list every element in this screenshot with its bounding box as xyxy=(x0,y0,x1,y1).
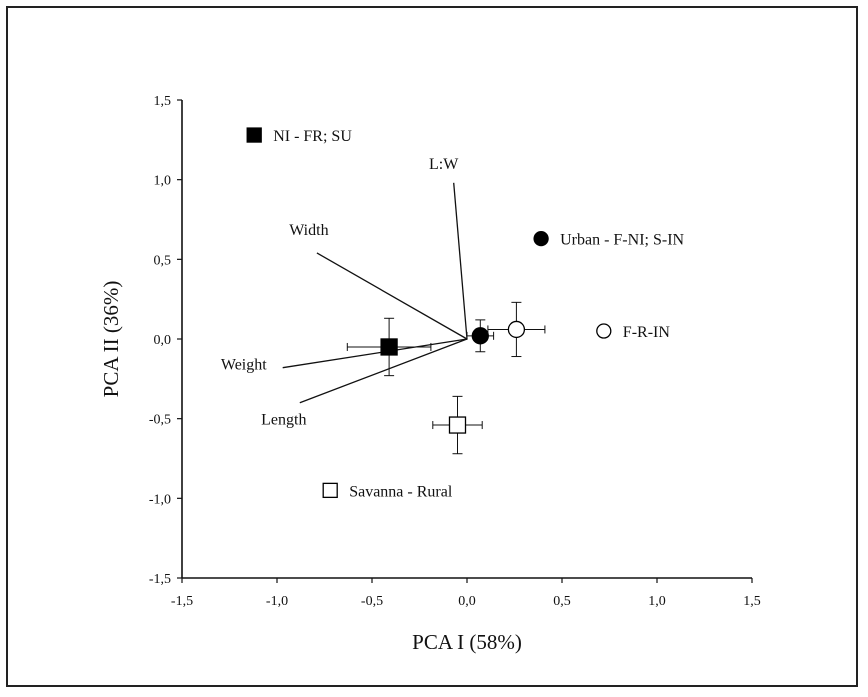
y-tick-label: 1,5 xyxy=(154,94,172,109)
y-tick-label: -0,5 xyxy=(149,413,171,428)
group-mean-point xyxy=(507,320,526,339)
vector-weight-line xyxy=(282,338,468,369)
x-tick-label: -1,5 xyxy=(171,594,193,609)
vector-label: Length xyxy=(261,412,306,429)
y-axis-title: PCA II (36%) xyxy=(99,281,123,398)
legend-marker xyxy=(322,482,338,499)
group-mean-point xyxy=(448,416,467,434)
x-tick-label: 1,0 xyxy=(648,594,666,609)
vector-label: Weight xyxy=(221,357,267,374)
vector-length-line xyxy=(299,338,468,404)
legend-label: F-R-IN xyxy=(623,324,671,341)
group-mean-point xyxy=(471,327,489,345)
y-tick-label: -1,0 xyxy=(149,492,171,507)
vector-label: Width xyxy=(289,222,328,239)
group-means xyxy=(346,301,546,455)
legend-label: Urban - F-NI; S-IN xyxy=(560,232,684,249)
y-tick-label: -1,5 xyxy=(149,572,171,587)
x-tick-label: -0,5 xyxy=(361,594,383,609)
legend-marker xyxy=(246,127,262,143)
x-tick-label: 1,5 xyxy=(743,594,761,609)
x-tick-label: 0,5 xyxy=(553,594,571,609)
vector-width-line xyxy=(316,252,468,340)
legend-label: NI - FR; SU xyxy=(273,128,352,145)
group-mean-point xyxy=(380,338,398,356)
x-tick-label: -1,0 xyxy=(266,594,288,609)
y-tick-label: 0,0 xyxy=(154,333,172,348)
loading-vectors: L:W Width Weight Length xyxy=(221,156,468,429)
legend-marker xyxy=(533,230,549,247)
vector-label: L:W xyxy=(429,156,459,173)
x-axis-title: PCA I (58%) xyxy=(412,630,522,654)
legend: NI - FR; SU Urban - F-NI; S-IN F-R-IN Savan… xyxy=(246,127,685,500)
vector-lw-line xyxy=(453,182,468,340)
figure-frame xyxy=(6,6,858,687)
y-tick-label: 0,5 xyxy=(154,253,172,268)
legend-label: Savanna - Rural xyxy=(349,483,453,500)
legend-marker xyxy=(596,323,612,339)
y-tick-label: 1,0 xyxy=(154,174,172,189)
ticks: -1,5 -1,0 -0,5 0,0 0,5 1,0 1,5 1,5 1,0 0,5 0,0 -0,5… xyxy=(149,94,761,609)
x-tick-label: 0,0 xyxy=(458,594,476,609)
